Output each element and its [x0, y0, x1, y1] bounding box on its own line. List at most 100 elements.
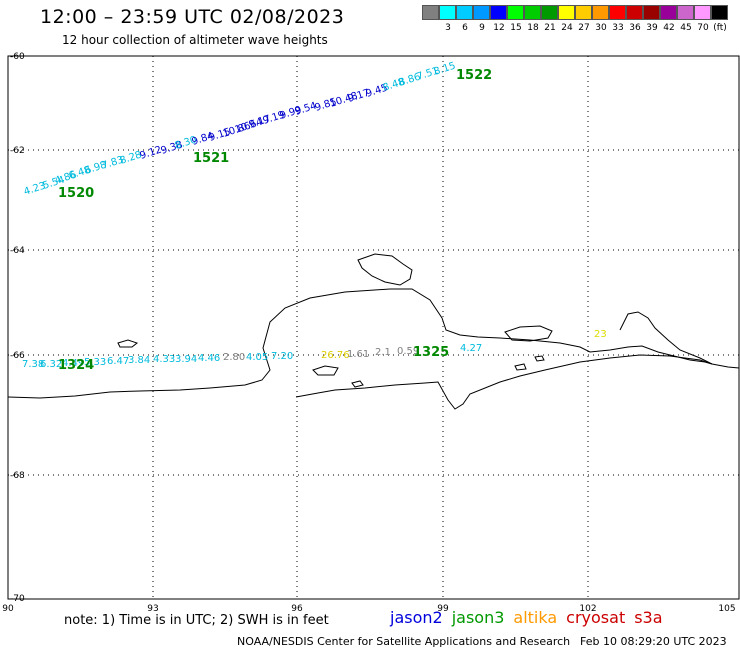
wave-height-point: 6.47 — [107, 356, 129, 367]
y-tick-label: -62 — [10, 146, 25, 156]
x-tick-label: 96 — [291, 604, 303, 614]
color-swatch — [422, 5, 439, 20]
y-tick-label: -64 — [10, 246, 25, 256]
color-swatch — [643, 5, 660, 20]
footer-note: note: 1) Time is in UTC; 2) SWH is in fe… — [64, 613, 329, 628]
satellite-legend: jason2 jason3 altika cryosat s3a — [390, 608, 672, 627]
color-scale-label: 18 — [527, 23, 539, 33]
color-scale-label: 39 — [646, 23, 658, 33]
coastline-inner — [295, 354, 713, 410]
color-swatch — [456, 5, 473, 20]
wave-height-point: 23 — [594, 329, 607, 340]
color-swatch — [711, 5, 728, 20]
x-tick-label: 105 — [718, 604, 735, 614]
wave-height-point: 4.33 — [153, 354, 175, 365]
footer-credit: NOAA/NESDIS Center for Satellite Applica… — [237, 635, 571, 648]
wave-height-point: 7.20 — [271, 351, 293, 362]
y-tick-label: -66 — [10, 351, 25, 361]
islet-small-2 — [514, 363, 527, 371]
cape-east — [619, 311, 713, 365]
y-tick-label: -68 — [10, 471, 25, 481]
pass-number-label: 1325 — [413, 345, 449, 360]
wave-height-point: 4.46 — [198, 353, 220, 364]
wave-height-point: 7.38 — [22, 359, 44, 370]
color-scale-label: 15 — [510, 23, 522, 33]
footer-timestamp: Feb 10 08:29:20 UTC 2023 — [580, 635, 727, 648]
color-swatch — [490, 5, 507, 20]
color-swatch — [575, 5, 592, 20]
color-scale-label: 30 — [595, 23, 607, 33]
satellite-legend-entry: cryosat — [566, 608, 626, 627]
color-swatch — [677, 5, 694, 20]
pass-number-label: 1522 — [456, 68, 492, 83]
wave-height-point: 3.94 — [175, 354, 197, 365]
map-subtitle: 12 hour collection of altimeter wave hei… — [62, 33, 328, 47]
wave-height-point: 8.15 — [433, 61, 458, 78]
color-swatch — [541, 5, 558, 20]
color-scale-label: 45 — [680, 23, 692, 33]
islet-west — [117, 339, 139, 348]
island-east — [504, 325, 553, 342]
pass-number-label: 1324 — [58, 358, 94, 373]
wave-height-point: 2.80 — [223, 352, 245, 363]
wave-points-upper-track: 4.235.544.866.486.987.838.289.129.388.30… — [23, 61, 458, 198]
color-scale-label: 12 — [493, 23, 505, 33]
color-scale-label: 3 — [445, 23, 451, 33]
color-scale-label: (ft) — [713, 23, 727, 33]
x-tick-label: 93 — [147, 604, 158, 614]
color-swatch — [439, 5, 456, 20]
wave-height-point: 0.59 — [397, 346, 419, 357]
satellite-legend-entry: jason2 — [390, 608, 443, 627]
satellite-legend-entry: altika — [513, 608, 558, 627]
wave-height-point: 4.49 — [62, 358, 84, 369]
color-swatch — [660, 5, 677, 20]
color-swatch — [507, 5, 524, 20]
map-title: 12:00 – 23:59 UTC 02/08/2023 — [40, 6, 345, 28]
wave-height-point: 6.32 — [40, 359, 62, 370]
islet-mid — [312, 365, 339, 376]
coastline-main — [7, 288, 740, 399]
color-swatch — [558, 5, 575, 20]
x-tick-label: 102 — [579, 604, 596, 614]
color-swatch — [592, 5, 609, 20]
wave-height-point: 4.05 — [246, 352, 268, 363]
pass-number-label: 1521 — [193, 151, 229, 166]
color-scale-label: 9 — [479, 23, 485, 33]
color-swatch — [626, 5, 643, 20]
x-tick-label: 90 — [2, 604, 14, 614]
satellite-legend-entry: jason3 — [451, 608, 505, 627]
wave-points-lower-track: 7.386.32 4.49 5.33 6.473.84 4.33 3.94 4.46 2.80… — [22, 329, 607, 370]
wave-height-point: 1.61 — [347, 349, 369, 360]
wave-height-point: 5.33 — [84, 357, 106, 368]
color-scale-label: 27 — [578, 23, 590, 33]
pass-number-label: 1520 — [58, 186, 94, 201]
x-tick-label: 99 — [437, 604, 449, 614]
color-swatch — [524, 5, 541, 20]
color-scale-label: 70 — [697, 23, 709, 33]
wave-height-point: 2.1 — [375, 347, 391, 358]
axis-ticks: 90 93 96 99 102 105 -60 -62 -64 -66 -68 -70 — [2, 52, 735, 614]
map-frame — [7, 55, 740, 600]
pass-labels: 1520 1521 1522 1324 1325 — [58, 68, 492, 373]
color-scale-label: 42 — [663, 23, 675, 33]
color-scale-label: 24 — [561, 23, 573, 33]
map-grid — [8, 56, 739, 599]
color-scale-label: 6 — [462, 23, 468, 33]
coastline — [7, 253, 740, 410]
island-north — [357, 253, 413, 286]
color-swatch — [473, 5, 490, 20]
color-swatch — [609, 5, 626, 20]
color-swatch — [694, 5, 711, 20]
wave-height-point: 3.84 — [128, 355, 150, 366]
islet-small-1 — [351, 380, 364, 388]
satellite-legend-entry: s3a — [634, 608, 663, 627]
islet-small-3 — [534, 355, 545, 362]
color-scale-label: 36 — [629, 23, 641, 33]
wave-height-point: 4.27 — [460, 343, 482, 354]
color-scale-label: 33 — [612, 23, 624, 33]
wave-height-point: 26.76 — [321, 350, 350, 361]
y-tick-label: -70 — [10, 594, 25, 604]
color-scale-label: 21 — [544, 23, 556, 33]
y-tick-label: -60 — [10, 52, 25, 62]
